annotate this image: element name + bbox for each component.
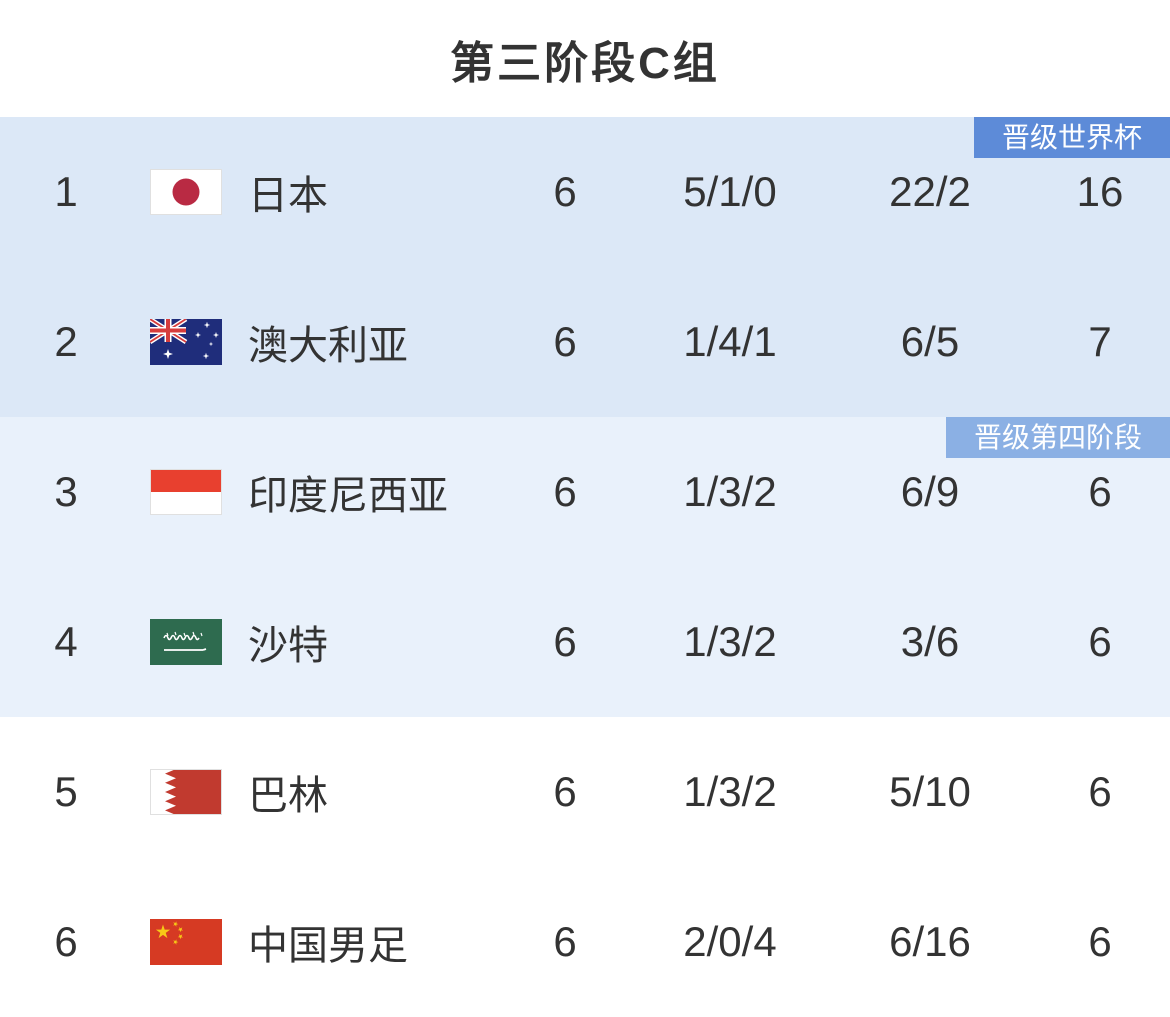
matches-played: 6 bbox=[553, 618, 577, 665]
goals-for-against: 6/9 bbox=[900, 468, 960, 515]
team-row[interactable]: 5 巴林 6 1/3/2 5/10 6 bbox=[0, 717, 1170, 867]
points: 6 bbox=[1088, 918, 1112, 965]
points: 6 bbox=[1088, 468, 1112, 515]
team-flag-cell bbox=[132, 469, 240, 515]
team-row[interactable]: 4 沙特 6 1/3/2 3/6 6 bbox=[0, 567, 1170, 717]
world-cup-qualification-zone: 晋级世界杯 1 日本 6 5/1/0 22/2 16 2 澳大利亚 6 bbox=[0, 117, 1170, 417]
matches-played: 6 bbox=[553, 468, 577, 515]
points: 6 bbox=[1088, 618, 1112, 665]
indonesia-flag-icon bbox=[150, 469, 222, 515]
win-draw-loss: 1/3/2 bbox=[683, 768, 777, 815]
points: 16 bbox=[1076, 168, 1124, 215]
title-bar: 第三阶段C组 bbox=[0, 0, 1170, 117]
goals-for-against: 3/6 bbox=[900, 618, 960, 665]
bahrain-flag-icon bbox=[150, 769, 222, 815]
world-cup-qualification-badge: 晋级世界杯 bbox=[973, 117, 1170, 158]
team-flag-cell bbox=[132, 919, 240, 965]
win-draw-loss: 1/3/2 bbox=[683, 618, 777, 665]
goals-for-against: 6/5 bbox=[900, 318, 960, 365]
team-row[interactable]: 3 印度尼西亚 6 1/3/2 6/9 6 bbox=[0, 417, 1170, 567]
goals-for-against: 5/10 bbox=[889, 768, 971, 815]
page-title: 第三阶段C组 bbox=[450, 38, 720, 88]
team-name: 巴林 bbox=[248, 774, 328, 818]
matches-played: 6 bbox=[553, 318, 577, 365]
japan-flag-icon bbox=[150, 169, 222, 215]
team-flag-cell bbox=[132, 769, 240, 815]
win-draw-loss: 5/1/0 bbox=[683, 168, 777, 215]
team-rank: 5 bbox=[54, 768, 78, 815]
team-name: 中国男足 bbox=[248, 924, 408, 968]
saudi-arabia-flag-icon bbox=[150, 619, 222, 665]
team-rank: 6 bbox=[54, 918, 78, 965]
team-rank: 2 bbox=[54, 318, 78, 365]
points: 7 bbox=[1088, 318, 1112, 365]
team-row[interactable]: 6 中国男足 6 2/0/4 6/16 6 bbox=[0, 867, 1170, 1017]
china-flag-icon bbox=[150, 919, 222, 965]
win-draw-loss: 1/4/1 bbox=[683, 318, 777, 365]
team-flag-cell bbox=[132, 619, 240, 665]
fourth-stage-qualification-zone: 晋级第四阶段 3 印度尼西亚 6 1/3/2 6/9 6 4 沙特 6 bbox=[0, 417, 1170, 717]
team-rank: 1 bbox=[54, 168, 78, 215]
goals-for-against: 6/16 bbox=[889, 918, 971, 965]
win-draw-loss: 1/3/2 bbox=[683, 468, 777, 515]
team-flag-cell bbox=[132, 319, 240, 365]
matches-played: 6 bbox=[553, 768, 577, 815]
team-rank: 3 bbox=[54, 468, 78, 515]
matches-played: 6 bbox=[553, 918, 577, 965]
fourth-stage-qualification-badge: 晋级第四阶段 bbox=[945, 417, 1170, 458]
team-name: 日本 bbox=[248, 174, 328, 218]
points: 6 bbox=[1088, 768, 1112, 815]
goals-for-against: 22/2 bbox=[889, 168, 971, 215]
elimination-zone: 5 巴林 6 1/3/2 5/10 6 6 中国男足 6 2/0/4 6/16 bbox=[0, 717, 1170, 1014]
team-row[interactable]: 1 日本 6 5/1/0 22/2 16 bbox=[0, 117, 1170, 267]
team-name: 澳大利亚 bbox=[248, 324, 408, 368]
team-row[interactable]: 2 澳大利亚 6 1/4/1 6/5 7 bbox=[0, 267, 1170, 417]
team-rank: 4 bbox=[54, 618, 78, 665]
australia-flag-icon bbox=[150, 319, 222, 365]
team-name: 印度尼西亚 bbox=[248, 474, 448, 518]
matches-played: 6 bbox=[553, 168, 577, 215]
team-name: 沙特 bbox=[248, 624, 328, 668]
win-draw-loss: 2/0/4 bbox=[683, 918, 777, 965]
team-flag-cell bbox=[132, 169, 240, 215]
